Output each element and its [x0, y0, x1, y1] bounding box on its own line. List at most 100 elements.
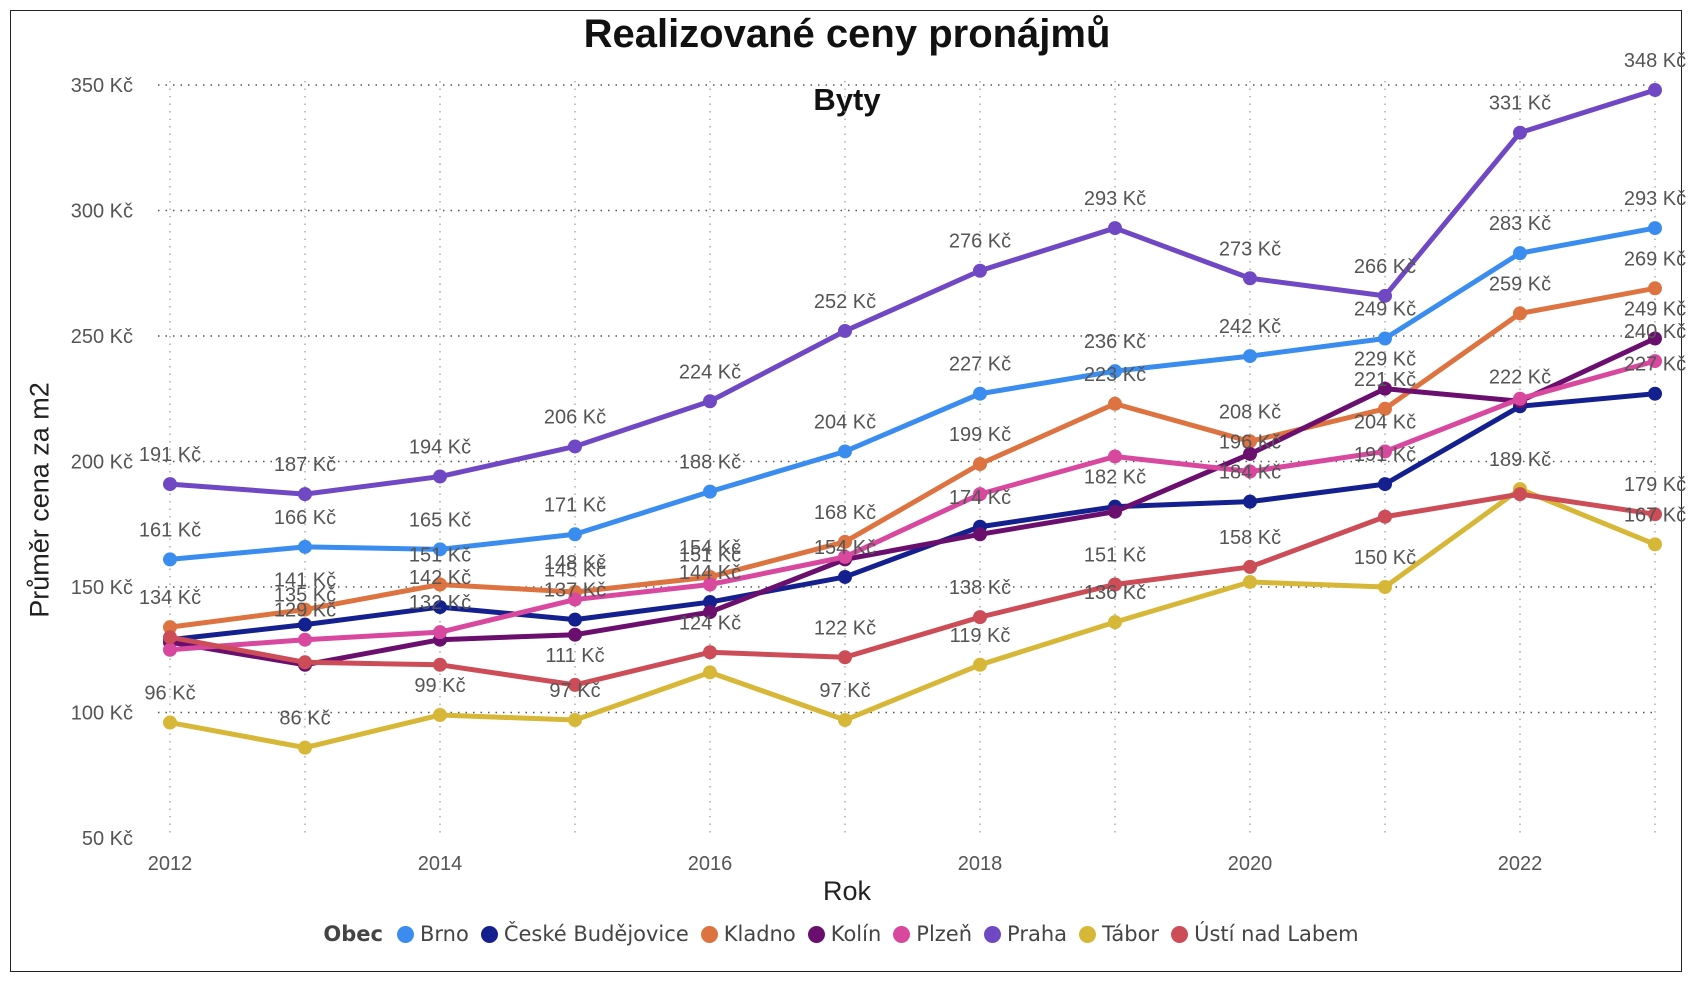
legend-item-brno[interactable]: Brno [396, 922, 469, 946]
data-label: 119 Kč [950, 625, 1011, 647]
data-point [1648, 386, 1662, 401]
data-label: 221 Kč [1354, 369, 1416, 391]
legend-label: Brno [419, 922, 469, 946]
data-point [298, 632, 312, 647]
data-label: 187 Kč [274, 454, 336, 476]
data-label: 249 Kč [1624, 299, 1686, 321]
legend-marker [1079, 925, 1097, 943]
y-tick-label: 50 Kč [82, 828, 133, 850]
data-point [973, 610, 987, 625]
data-label: 182 Kč [1084, 467, 1146, 489]
data-point [1648, 537, 1662, 552]
data-label: 136 Kč [1084, 582, 1146, 604]
data-point [433, 625, 447, 640]
data-label: 191 Kč [139, 444, 201, 466]
data-label: 138 Kč [949, 577, 1011, 599]
data-point [838, 323, 852, 338]
data-point [568, 592, 582, 607]
data-label: 242 Kč [1219, 316, 1281, 338]
data-label: 111 Kč [545, 645, 604, 667]
series-line [167, 225, 1658, 562]
data-point [1243, 494, 1257, 509]
legend-label: Praha [1007, 922, 1068, 946]
legend-item-tabor[interactable]: Tábor [1079, 922, 1159, 946]
x-tick-label: 2012 [148, 853, 193, 875]
data-point [298, 655, 312, 670]
data-point [1108, 615, 1122, 630]
series-line [167, 486, 1658, 751]
data-point [568, 612, 582, 627]
y-tick-label: 150 Kč [71, 577, 133, 599]
data-label: 165 Kč [409, 509, 471, 531]
data-point [568, 627, 582, 642]
data-label: 179 Kč [1624, 474, 1686, 496]
legend-item-praha[interactable]: Praha [984, 922, 1067, 946]
data-point [703, 605, 717, 620]
series-kladno [163, 281, 1662, 635]
data-label: 184 Kč [1219, 462, 1281, 484]
legend-item-kladno[interactable]: Kladno [700, 922, 796, 946]
data-label: 240 Kč [1624, 321, 1686, 343]
data-point [433, 600, 447, 615]
data-point [163, 630, 177, 645]
data-point [703, 595, 717, 610]
data-label: 97 Kč [819, 680, 870, 702]
data-label: 196 Kč [1219, 432, 1281, 454]
data-label: 134 Kč [139, 587, 201, 609]
data-point [1108, 504, 1122, 519]
data-point [568, 713, 582, 728]
data-label: 168 Kč [814, 502, 876, 524]
data-point [973, 386, 987, 401]
data-point [568, 439, 582, 454]
data-label: 154 Kč [814, 537, 876, 559]
y-tick-label: 300 Kč [71, 201, 133, 223]
data-point [1378, 401, 1392, 416]
data-point [298, 602, 312, 617]
x-axis-label: Rok [822, 876, 871, 906]
data-label: 142 Kč [409, 567, 471, 589]
legend-item-usti-nad-labem[interactable]: Ústí nad Labem [1171, 922, 1359, 946]
x-tick-label: 2014 [418, 853, 463, 875]
legend-marker [700, 925, 718, 943]
legend-marker [480, 925, 498, 943]
legend-label: Plzeň [916, 922, 973, 946]
data-label: 199 Kč [949, 424, 1011, 446]
data-point [1378, 477, 1392, 492]
data-point [838, 650, 852, 665]
data-point [298, 740, 312, 755]
data-label: 236 Kč [1084, 331, 1146, 353]
data-label: 293 Kč [1624, 188, 1686, 210]
legend-marker [807, 925, 825, 943]
data-label: 158 Kč [1219, 527, 1281, 549]
data-point [1243, 349, 1257, 364]
y-tick-label: 100 Kč [71, 703, 133, 725]
series-praha [163, 83, 1662, 502]
data-label: 269 Kč [1624, 248, 1686, 270]
data-point [973, 263, 987, 278]
data-point [1378, 381, 1392, 396]
legend-label: České Budějovice [503, 922, 689, 946]
series-plzen [163, 354, 1662, 657]
data-label: 189 Kč [1489, 449, 1551, 471]
legend-item-kolin[interactable]: Kolín [807, 922, 881, 946]
data-point [973, 657, 987, 672]
data-point [298, 487, 312, 502]
data-label: 283 Kč [1489, 213, 1551, 235]
y-tick-label: 200 Kč [71, 452, 133, 474]
data-point [433, 542, 447, 557]
data-label: 148 Kč [544, 552, 606, 574]
legend-item-ceske-budejovice[interactable]: České Budějovice [480, 922, 689, 946]
legend-marker [893, 925, 911, 943]
series-brno [163, 221, 1662, 567]
legend-item-plzen[interactable]: Plzeň [893, 922, 972, 946]
data-point [703, 577, 717, 592]
data-label: 266 Kč [1354, 256, 1416, 278]
data-point [1243, 559, 1257, 574]
data-point [1513, 487, 1527, 502]
data-point [838, 444, 852, 459]
legend: Obec Brno České Budějovice Kladno Kolín Plze… [0, 922, 1694, 946]
legend-label: Tábor [1102, 922, 1160, 946]
data-label: 96 Kč [144, 683, 195, 705]
legend-title: Obec [323, 922, 383, 946]
data-point [703, 645, 717, 660]
